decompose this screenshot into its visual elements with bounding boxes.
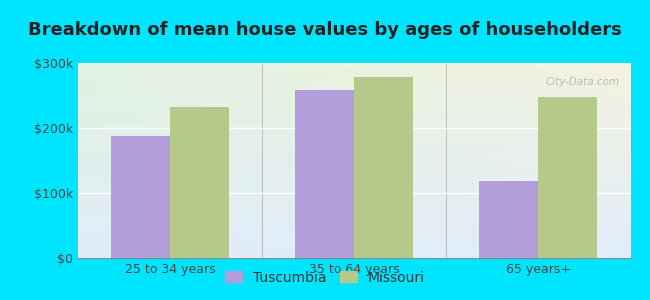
Text: Breakdown of mean house values by ages of householders: Breakdown of mean house values by ages o… xyxy=(28,21,622,39)
Text: City-Data.com: City-Data.com xyxy=(545,76,619,87)
Bar xyxy=(480,181,538,258)
Bar xyxy=(170,107,229,258)
Bar xyxy=(538,97,597,258)
Bar xyxy=(295,90,354,258)
Bar xyxy=(111,136,170,258)
Legend: Tuscumbia, Missouri: Tuscumbia, Missouri xyxy=(220,265,430,290)
Bar xyxy=(354,77,413,258)
